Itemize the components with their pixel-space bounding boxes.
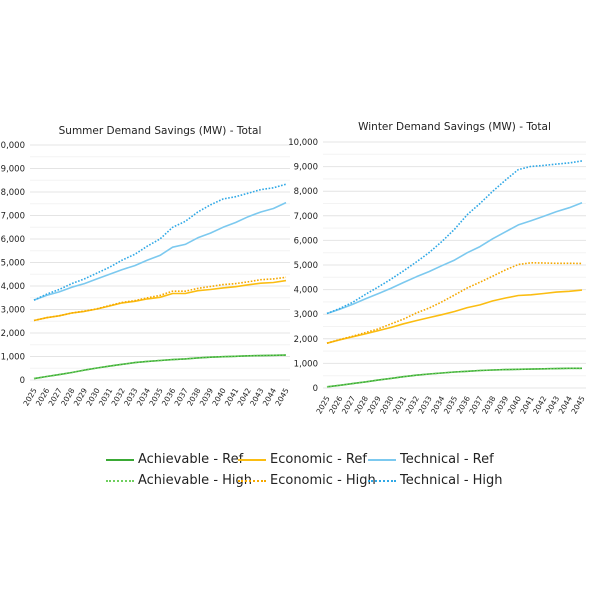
y-tick-label: 5,000 xyxy=(1,259,25,269)
y-tick-label: 7,000 xyxy=(1,212,25,222)
legend-swatch xyxy=(238,479,266,482)
legend-item-economic-high: Economic - High xyxy=(238,473,376,488)
y-tick-label: 0 xyxy=(313,384,318,394)
legend-label: Economic - Ref xyxy=(270,452,367,467)
legend-swatch xyxy=(368,479,396,482)
legend-label: Technical - High xyxy=(400,473,503,488)
legend-item-achievable-high: Achievable - High xyxy=(106,473,252,488)
x-tick-label: 2045 xyxy=(273,386,290,407)
legend-swatch xyxy=(106,458,134,461)
y-tick-label: 3,000 xyxy=(1,306,25,316)
series-line-technical-ref xyxy=(326,202,583,315)
y-tick-label: 1,000 xyxy=(1,353,25,363)
y-tick-label: 9,000 xyxy=(294,163,318,173)
legend-label: Achievable - Ref xyxy=(138,452,244,467)
series-line-technical-ref xyxy=(33,201,287,301)
y-tick-label: 0 xyxy=(20,376,25,386)
series-line-technical-high xyxy=(326,160,583,315)
legend-item-technical-ref: Technical - Ref xyxy=(368,452,494,467)
x-tick-label: 2045 xyxy=(569,394,586,415)
legend-item-economic-ref: Economic - Ref xyxy=(238,452,367,467)
legend-label: Economic - High xyxy=(270,473,376,488)
y-tick-label: 2,000 xyxy=(1,329,25,339)
legend-swatch xyxy=(368,458,396,461)
series-line-economic-high xyxy=(33,276,287,322)
chart-title: Summer Demand Savings (MW) - Total xyxy=(59,125,262,137)
y-tick-label: 7,000 xyxy=(294,212,318,222)
legend-item-achievable-ref: Achievable - Ref xyxy=(106,452,243,467)
y-tick-label: 3,000 xyxy=(294,310,318,320)
y-tick-label: 9,000 xyxy=(1,165,25,175)
y-tick-label: 1,000 xyxy=(294,359,318,369)
y-tick-label: 6,000 xyxy=(294,236,318,246)
legend-swatch xyxy=(238,458,266,461)
y-tick-label: 4,000 xyxy=(1,282,25,292)
series-line-technical-high xyxy=(33,183,287,301)
series-line-achievable-high xyxy=(326,367,582,388)
legend-label: Achievable - High xyxy=(138,473,253,488)
series-line-economic-ref xyxy=(326,289,583,344)
y-tick-label: 4,000 xyxy=(294,286,318,296)
series-line-achievable-ref xyxy=(326,367,582,388)
y-tick-label: 2,000 xyxy=(294,335,318,345)
legend-swatch xyxy=(106,479,134,482)
series-line-achievable-ref xyxy=(33,354,287,380)
y-tick-label: 6,000 xyxy=(1,235,25,245)
series-line-economic-high xyxy=(326,261,583,344)
y-tick-label: 10,000 xyxy=(288,138,318,148)
chart-title: Winter Demand Savings (MW) - Total xyxy=(358,121,551,133)
y-tick-label: 8,000 xyxy=(1,188,25,198)
y-tick-label: 5,000 xyxy=(294,261,318,271)
legend-item-technical-high: Technical - High xyxy=(368,473,503,488)
series-line-achievable-high xyxy=(33,354,287,380)
legend-label: Technical - Ref xyxy=(400,452,494,467)
y-tick-label: 10,000 xyxy=(0,141,25,151)
y-tick-label: 8,000 xyxy=(294,187,318,197)
